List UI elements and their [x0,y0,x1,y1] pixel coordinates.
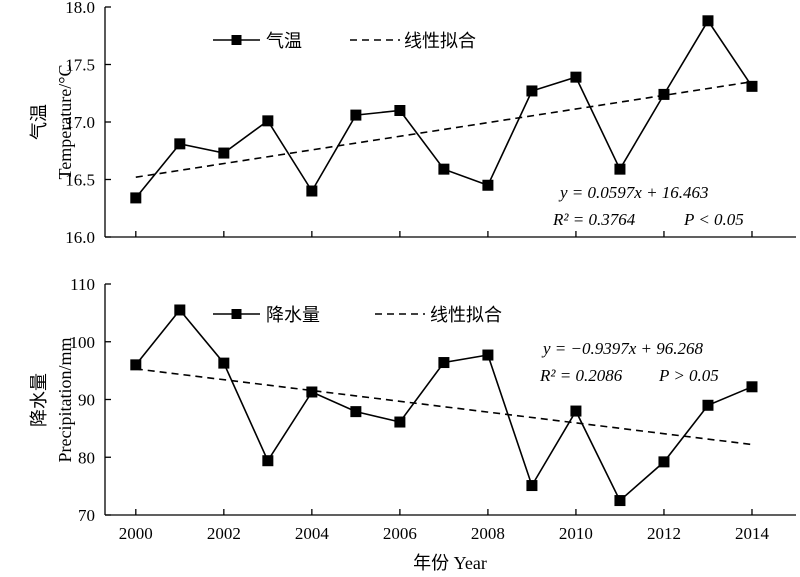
precipitation-data-point [130,359,142,371]
precipitation-y-ticks: 70 80 90 100 110 [70,275,111,525]
precipitation-y-tick-label: 90 [78,391,95,410]
precipitation-data-point [746,381,758,393]
temperature-data-point [702,15,714,27]
precipitation-data-point [702,399,714,411]
temperature-data-point [306,185,318,197]
precipitation-y-tick-label: 100 [70,333,96,352]
precipitation-y-tick-label: 110 [70,275,95,294]
precipitation-y-label-en: Precipitation/mm [55,338,75,463]
precipitation-data-point [306,386,318,398]
temperature-legend-fit-label: 线性拟合 [404,31,476,51]
precipitation-fit-line [135,368,753,446]
temperature-data-point [350,109,362,121]
precipitation-legend-fit-label: 线性拟合 [430,305,502,325]
x-tick-label: 2008 [471,524,505,543]
temperature-legend-series-label: 气温 [266,31,302,51]
x-tick-label: 2014 [735,524,770,543]
temperature-data-point [438,163,450,175]
temperature-data-point [746,80,758,92]
temperature-data-point [570,71,582,83]
precipitation-data-point [570,405,582,417]
temperature-y-label-en: Temperature/°C [55,65,75,180]
precipitation-data-point [174,304,186,316]
temperature-data-point [218,147,230,159]
precipitation-y-tick-label: 70 [78,506,95,525]
precipitation-data-point [658,456,670,468]
temperature-fit-line [135,80,753,178]
precipitation-data-point [218,357,230,369]
precipitation-p-value: P > 0.05 [658,366,719,385]
temperature-legend-marker [231,35,242,45]
temperature-y-tick-label: 18.0 [65,0,95,17]
x-tick-label: 2006 [383,524,417,543]
temperature-p-value: P < 0.05 [683,210,744,229]
temperature-data-point [394,105,406,116]
temperature-y-tick-label: 16.0 [65,228,95,247]
temperature-data-point [526,85,538,97]
temperature-data-point [482,179,494,191]
temperature-y-label: 气温 Temperature/°C [29,65,75,180]
precipitation-y-label: 降水量 Precipitation/mm [29,338,75,463]
precipitation-data-point [614,495,626,507]
x-tick-label: 2012 [647,524,681,543]
precipitation-markers [130,304,758,507]
temperature-y-label-cn: 气温 [29,104,49,140]
temperature-equation: y = 0.0597x + 16.463 [558,183,709,202]
x-tick-label: 2000 [119,524,153,543]
temperature-r2: R² = 0.3764 [552,210,636,229]
temperature-x-ticks [135,231,753,237]
x-axis-label: 年份 Year [413,553,487,573]
precipitation-r2: R² = 0.2086 [539,366,623,385]
precipitation-regression-annotation: y = −0.9397x + 96.268 R² = 0.2086 P > 0.… [539,339,719,385]
temperature-panel: 16.0 16.5 17.0 17.5 18.0 气温 Temperature/°C 气… [29,0,796,247]
temperature-regression-annotation: y = 0.0597x + 16.463 R² = 0.3764 P < 0.0… [552,183,744,229]
temperature-y-tick-label: 16.5 [65,171,95,190]
temperature-data-point [130,192,142,204]
precipitation-equation: y = −0.9397x + 96.268 [541,339,704,358]
precipitation-data-point [482,349,494,361]
temperature-markers [130,15,758,204]
precipitation-panel: 70 80 90 100 110 2000 2002 2004 2006 2008 2010 201… [29,275,796,543]
precipitation-data-point [526,480,538,492]
temperature-data-point [174,138,186,150]
temperature-data-point [658,88,670,100]
temperature-data-point [262,115,274,127]
x-tick-label: 2010 [559,524,593,543]
precipitation-legend: 降水量 线性拟合 [213,305,502,325]
temperature-legend: 气温 线性拟合 [213,31,476,51]
x-tick-label: 2002 [207,524,241,543]
precipitation-data-point [438,357,450,369]
precipitation-data-point [394,416,406,428]
x-tick-label: 2004 [295,524,330,543]
temperature-y-tick-label: 17.0 [65,113,95,132]
precipitation-legend-marker [231,309,242,319]
temperature-y-ticks: 16.0 16.5 17.0 17.5 18.0 [65,0,111,247]
precipitation-legend-series-label: 降水量 [266,305,320,325]
temperature-data-point [614,163,626,175]
precipitation-y-tick-label: 80 [78,448,95,467]
temperature-y-tick-label: 17.5 [65,56,95,75]
precipitation-data-point [350,406,362,418]
precipitation-data-point [262,455,274,467]
precipitation-x-ticks: 2000 2002 2004 2006 2008 2010 2012 2014 [119,509,770,543]
precipitation-y-label-cn: 降水量 [29,373,49,427]
